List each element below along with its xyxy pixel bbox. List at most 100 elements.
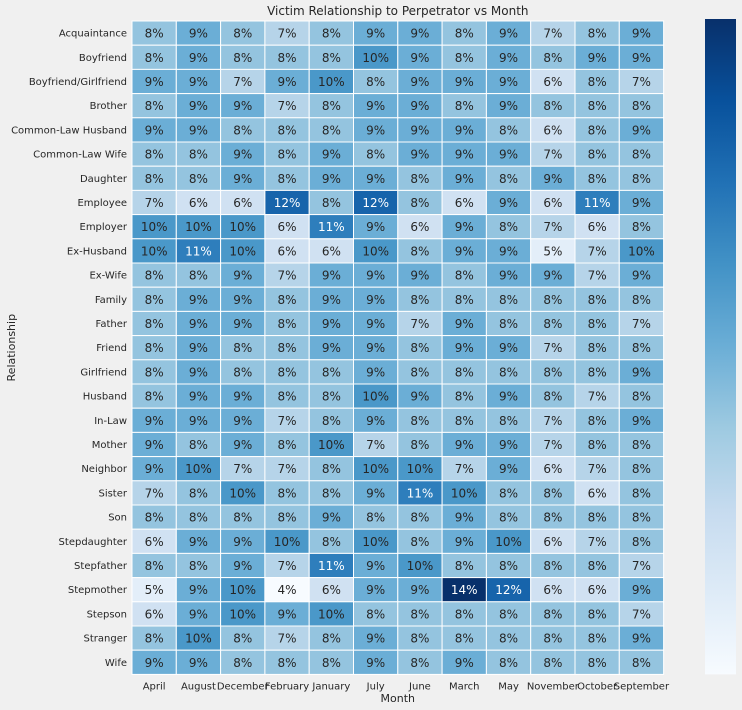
cell-value-label: 9% <box>189 293 208 307</box>
heatmap-cell <box>441 431 487 458</box>
heatmap-cell <box>131 214 177 240</box>
cell-value-label: 9% <box>366 632 385 646</box>
cell-value-label: 9% <box>632 414 651 428</box>
heatmap-cell <box>618 310 665 337</box>
cell-value-label: 12% <box>274 196 301 210</box>
heatmap-cell <box>353 456 399 482</box>
cell-value-label: 7% <box>233 75 252 89</box>
cell-value-label: 7% <box>278 99 297 113</box>
cell-value-label: 8% <box>499 656 518 670</box>
cell-value-label: 8% <box>410 656 429 670</box>
heatmap-cell <box>441 214 487 240</box>
cell-value-label: 9% <box>455 123 474 137</box>
heatmap-cell <box>397 431 443 458</box>
heatmap-cell <box>264 165 310 191</box>
x-tick-label: January <box>311 681 350 692</box>
cell-value-label: 7% <box>588 535 607 549</box>
cell-value-label: 9% <box>499 27 518 41</box>
cell-value-label: 9% <box>588 51 607 65</box>
heatmap-cell <box>175 407 222 433</box>
heatmap-cell <box>441 238 487 264</box>
cell-value-label: 8% <box>322 390 341 404</box>
cell-value-label: 9% <box>322 341 341 355</box>
cell-value-label: 8% <box>455 269 474 283</box>
cell-value-label: 8% <box>145 293 164 307</box>
heatmap-cell <box>574 383 620 409</box>
cell-value-label: 6% <box>588 583 607 597</box>
cell-value-label: 6% <box>543 462 562 476</box>
cell-value-label: 9% <box>322 293 341 307</box>
cell-value-label: 8% <box>632 438 651 452</box>
cell-value-label: 8% <box>278 51 297 65</box>
cell-value-label: 9% <box>499 341 518 355</box>
heatmap-cell <box>264 44 310 70</box>
heatmap-cell <box>353 480 399 506</box>
cell-value-label: 9% <box>632 51 651 65</box>
cell-value-label: 6% <box>588 486 607 500</box>
cell-value-label: 8% <box>632 172 651 186</box>
heatmap-cell <box>530 456 576 482</box>
heatmap-cell <box>485 165 532 191</box>
heatmap-cell <box>131 262 177 288</box>
heatmap-cell <box>264 407 310 433</box>
cell-value-label: 9% <box>410 51 429 65</box>
heatmap-cell <box>175 165 222 191</box>
heatmap-cell <box>574 601 620 627</box>
heatmap-cell <box>308 117 355 143</box>
heatmap-cell <box>353 141 399 167</box>
cell-value-label: 6% <box>543 196 562 210</box>
cell-value-label: 8% <box>189 148 208 162</box>
cell-value-label: 6% <box>410 220 429 234</box>
cell-value-label: 8% <box>278 123 297 137</box>
heatmap-cell <box>175 625 222 651</box>
heatmap-cell <box>530 649 576 675</box>
y-tick-label: Stepson <box>87 609 127 620</box>
heatmap-cell <box>175 214 222 240</box>
cell-value-label: 8% <box>588 172 607 186</box>
cell-value-label: 9% <box>366 293 385 307</box>
cell-value-label: 10% <box>362 535 389 549</box>
cell-value-label: 8% <box>278 317 297 331</box>
heatmap-cell <box>397 383 443 409</box>
cell-value-label: 8% <box>632 486 651 500</box>
heatmap-cell <box>175 552 222 579</box>
cell-value-label: 8% <box>322 123 341 137</box>
y-tick-label: Boyfriend <box>79 53 127 64</box>
heatmap-cell <box>175 383 222 409</box>
cell-value-label: 11% <box>185 244 212 258</box>
cell-value-label: 9% <box>189 365 208 379</box>
heatmap-cell <box>618 649 665 675</box>
cell-value-label: 9% <box>499 196 518 210</box>
heatmap-cell <box>618 456 665 482</box>
heatmap-cell <box>131 117 177 143</box>
heatmap-cell <box>530 601 576 627</box>
heatmap-cell <box>397 480 443 506</box>
heatmap-cell <box>530 44 576 70</box>
cell-value-label: 9% <box>455 535 474 549</box>
heatmap-cell <box>618 20 665 46</box>
heatmap-cell <box>353 214 399 240</box>
y-tick-label: Family <box>95 295 127 306</box>
cell-value-label: 9% <box>366 583 385 597</box>
cell-value-label: 8% <box>145 27 164 41</box>
cell-value-label: 8% <box>410 632 429 646</box>
cell-value-label: 7% <box>632 559 651 573</box>
heatmap-cell <box>220 625 266 651</box>
heatmap-cell <box>220 262 266 288</box>
cell-value-label: 8% <box>455 99 474 113</box>
cell-value-label: 8% <box>322 656 341 670</box>
heatmap-cell <box>574 262 620 288</box>
y-tick-labels: Acquaintance Boyfriend Boyfriend/Girlfrien… <box>11 29 128 669</box>
heatmap-cell <box>397 165 443 191</box>
cell-value-label: 7% <box>543 148 562 162</box>
cell-value-label: 8% <box>455 27 474 41</box>
heatmap-cell <box>574 44 620 70</box>
cell-value-label: 8% <box>499 414 518 428</box>
heatmap-cell <box>618 601 665 627</box>
heatmap-cell <box>441 44 487 70</box>
cell-value-label: 7% <box>543 220 562 234</box>
cell-value-label: 8% <box>278 172 297 186</box>
cell-value-label: 9% <box>632 632 651 646</box>
cell-value-label: 9% <box>410 390 429 404</box>
y-tick-label: Stranger <box>84 634 128 645</box>
